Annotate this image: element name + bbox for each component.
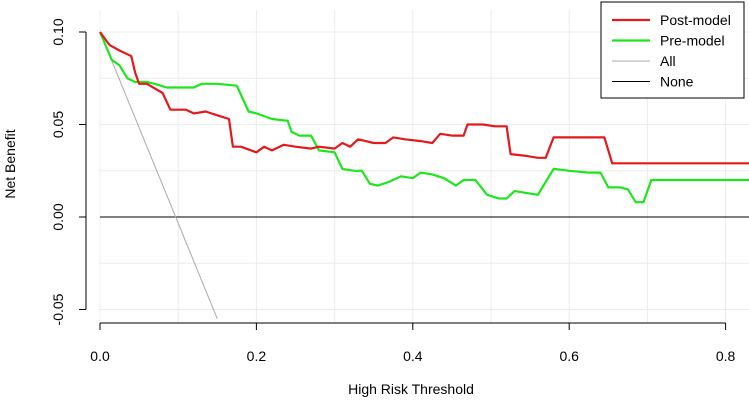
- y-tick-label: 0.05: [50, 111, 66, 138]
- x-tick-label: 0.2: [247, 348, 267, 364]
- y-axis-title: Net Benefit: [2, 129, 18, 198]
- x-axis-title: High Risk Threshold: [348, 381, 474, 397]
- legend-label-pre-model: Pre-model: [660, 33, 725, 49]
- x-tick-label: 0.4: [403, 348, 423, 364]
- series-line-pre-model: [98, 31, 749, 204]
- y-tick-label: 0.10: [50, 18, 66, 45]
- x-tick-label: 0.0: [90, 348, 110, 364]
- legend-label-all: All: [660, 53, 676, 69]
- series-line-post-model: [99, 31, 749, 165]
- axes: 0.0 0.2 0.4 0.6 0.8 -0.05 0.00 0.05 0.10: [50, 18, 736, 364]
- series-line-all: [99, 31, 218, 319]
- legend: Post-model Pre-model All None: [600, 1, 745, 99]
- legend-label-post-model: Post-model: [660, 12, 731, 28]
- y-tick-label: 0.00: [50, 203, 66, 230]
- series: [98, 31, 749, 319]
- x-tick-label: 0.6: [559, 348, 579, 364]
- y-tick-label: -0.05: [50, 293, 66, 325]
- x-tick-label: 0.8: [716, 348, 736, 364]
- legend-label-none: None: [660, 74, 694, 90]
